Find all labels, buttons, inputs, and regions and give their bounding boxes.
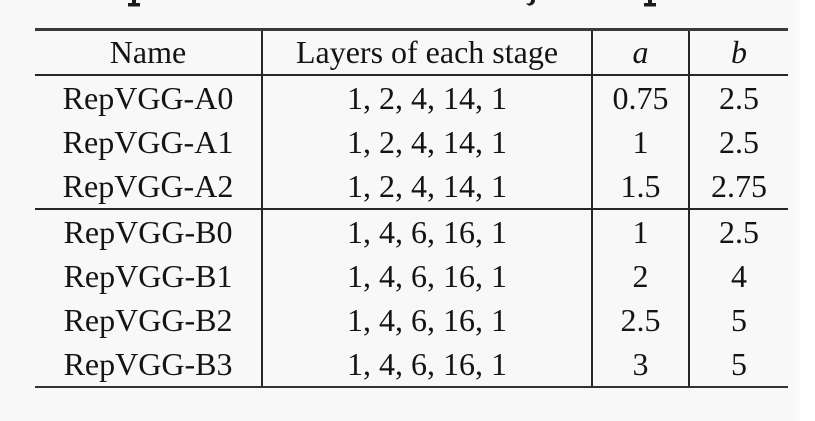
table-row: RepVGG-A0 1, 2, 4, 14, 1 0.75 2.5: [35, 75, 788, 120]
layers-cell: 1, 4, 6, 16, 1: [262, 254, 593, 298]
b-multiplier-cell: 5: [689, 342, 788, 388]
table-row: RepVGG-B0 1, 4, 6, 16, 1 1 2.5: [35, 208, 788, 254]
model-name-cell: RepVGG-A0: [35, 75, 263, 120]
b-multiplier-cell: 5: [731, 301, 747, 338]
b-multiplier-cell: 2.5: [719, 79, 759, 116]
b-multiplier-cell: 4: [731, 257, 747, 294]
layers-cell: 1, 2, 4, 14, 1: [262, 120, 593, 164]
a-multiplier-cell: 2: [592, 254, 690, 298]
a-multiplier-cell: 1.5: [592, 164, 690, 209]
model-name-cell: RepVGG-B2: [35, 298, 263, 342]
table-row: RepVGG-B1 1, 4, 6, 16, 1 2 4: [35, 254, 788, 298]
caption-descender-fragment: [644, 0, 656, 7]
a-multiplier-cell: 2.5: [592, 298, 690, 342]
table-header-row: Name Layers of each stage a b: [35, 28, 788, 76]
b-multiplier-cell: 2.75: [711, 167, 767, 204]
a-multiplier-cell: 1: [592, 120, 690, 164]
column-header-a: a: [592, 28, 690, 76]
column-header-b: b: [689, 28, 788, 76]
layers-cell: 1, 2, 4, 14, 1: [262, 164, 593, 209]
layers-cell: 1, 4, 6, 16, 1: [262, 342, 593, 388]
truncated-caption-line: [0, 0, 815, 10]
table-row: RepVGG-A1 1, 2, 4, 14, 1 1 2.5: [35, 120, 788, 164]
a-multiplier-cell: 1: [592, 208, 690, 254]
model-name-cell: RepVGG-B1: [35, 254, 263, 298]
table-row: RepVGG-B2 1, 4, 6, 16, 1 2.5 5: [35, 298, 788, 342]
table-row: RepVGG-B3 1, 4, 6, 16, 1 3 5: [35, 342, 788, 388]
b-multiplier-cell: 2.5: [689, 208, 788, 254]
caption-descender-fragment: [526, 0, 535, 6]
page-edge-strip: [792, 0, 815, 421]
layers-cell: 1, 2, 4, 14, 1: [262, 75, 593, 120]
model-name-cell: RepVGG-B0: [35, 208, 263, 254]
layers-cell: 1, 4, 6, 16, 1: [262, 298, 593, 342]
layers-cell: 1, 4, 6, 16, 1: [262, 208, 593, 254]
column-header-layers: Layers of each stage: [262, 28, 593, 76]
model-name-cell: RepVGG-A2: [35, 164, 263, 209]
caption-descender-fragment: [128, 0, 140, 7]
b-multiplier-cell: 2.5: [719, 123, 759, 160]
column-header-name: Name: [35, 28, 263, 76]
a-multiplier-cell: 0.75: [592, 75, 690, 120]
repvgg-architecture-table: Name Layers of each stage a b RepVGG-A0 …: [35, 28, 788, 388]
a-multiplier-cell: 3: [592, 342, 690, 388]
table-row: RepVGG-A2 1, 2, 4, 14, 1 1.5 2.75: [35, 164, 788, 209]
model-name-cell: RepVGG-A1: [35, 120, 263, 164]
model-name-cell: RepVGG-B3: [35, 342, 263, 388]
